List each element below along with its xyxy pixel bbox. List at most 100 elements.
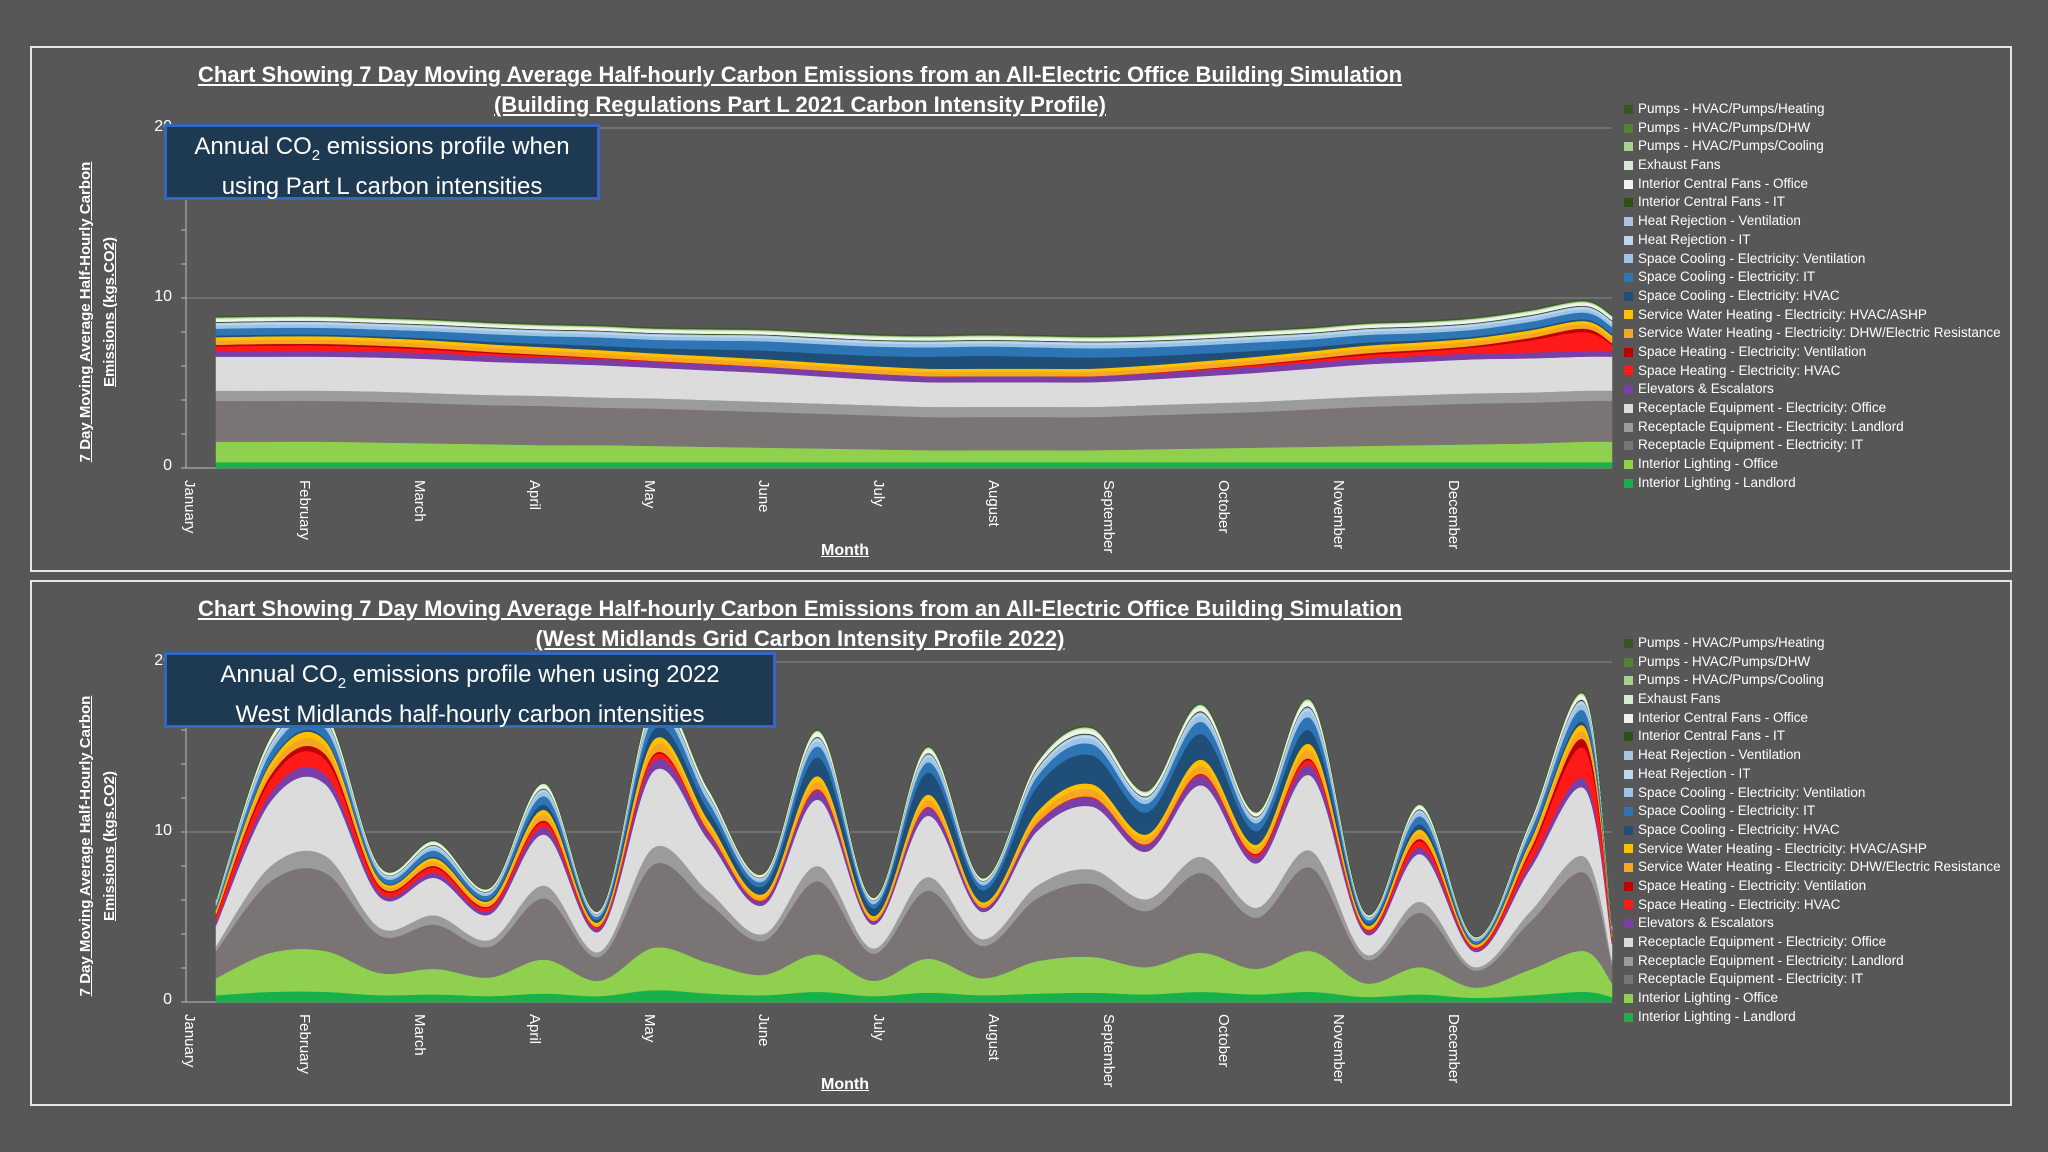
legend-label: Space Heating - Electricity: HVAC	[1638, 362, 1841, 378]
y-tick-label: 10	[154, 822, 172, 839]
legend-label: Space Cooling - Electricity: IT	[1638, 803, 1816, 819]
x-tick-label: January	[181, 480, 198, 534]
legend-label: Space Cooling - Electricity: IT	[1638, 269, 1816, 285]
legend-item: Interior Central Fans - IT	[1624, 193, 2001, 212]
legend-label: Receptacle Equipment - Electricity: Land…	[1638, 952, 1904, 968]
legend-swatch	[1624, 638, 1633, 648]
legend-item: Space Cooling - Electricity: IT	[1624, 268, 2001, 287]
legend-item: Exhaust Fans	[1624, 156, 2001, 175]
x-tick-label: April	[525, 480, 543, 511]
x-axis-label: Month	[821, 1076, 869, 1093]
x-tick-label: April	[525, 1014, 543, 1045]
x-tick-label: July	[870, 1014, 888, 1041]
legend-swatch	[1624, 254, 1633, 264]
legend-item: Interior Lighting - Landlord	[1624, 474, 2001, 493]
legend-label: Space Cooling - Electricity: HVAC	[1638, 287, 1840, 303]
annotation-subscript: 2	[311, 146, 321, 164]
legend-label: Heat Rejection - Ventilation	[1638, 213, 1801, 229]
legend-label: Exhaust Fans	[1638, 157, 1721, 173]
legend-item: Space Cooling - Electricity: IT	[1624, 802, 2001, 821]
legend-label: Service Water Heating - Electricity: HVA…	[1638, 306, 1927, 322]
y-tick-label: 10	[154, 288, 172, 305]
legend-swatch	[1624, 366, 1633, 376]
legend-label: Pumps - HVAC/Pumps/DHW	[1638, 653, 1811, 669]
chart-panel-west-midlands: Chart Showing 7 Day Moving Average Half-…	[30, 580, 2012, 1106]
legend-label: Exhaust Fans	[1638, 691, 1721, 707]
legend-swatch	[1624, 160, 1633, 170]
x-tick-label: March	[410, 480, 428, 522]
legend-label: Heat Rejection - IT	[1638, 765, 1751, 781]
legend-label: Receptacle Equipment - Electricity: IT	[1638, 437, 1864, 453]
annotation-subscript: 2	[337, 674, 347, 692]
legend-item: Pumps - HVAC/Pumps/DHW	[1624, 653, 2001, 672]
legend-label: Pumps - HVAC/Pumps/Heating	[1638, 101, 1825, 116]
legend-label: Pumps - HVAC/Pumps/Heating	[1638, 635, 1825, 650]
chart-title-line2: (West Midlands Grid Carbon Intensity Pro…	[535, 626, 1065, 651]
legend-item: Service Water Heating - Electricity: DHW…	[1624, 858, 2001, 877]
legend-item: Interior Lighting - Landlord	[1624, 1008, 2001, 1027]
legend-label: Interior Central Fans - IT	[1638, 194, 1786, 210]
legend-item: Interior Lighting - Office	[1624, 989, 2001, 1008]
legend-swatch	[1624, 956, 1633, 966]
annotation-box: Annual CO2 emissions profile when using …	[164, 652, 776, 728]
legend-label: Interior Central Fans - Office	[1638, 175, 1809, 191]
legend-item: Receptacle Equipment - Electricity: IT	[1624, 436, 2001, 455]
legend-item: Elevators & Escalators	[1624, 914, 2001, 933]
legend-label: Pumps - HVAC/Pumps/Cooling	[1638, 138, 1824, 154]
area-series-interior-lighting-landlord	[215, 461, 1613, 469]
legend-label: Receptacle Equipment - Electricity: IT	[1638, 971, 1864, 987]
legend-swatch	[1624, 713, 1633, 723]
x-tick-label: March	[410, 1014, 428, 1056]
chart-panel-part-l: Chart Showing 7 Day Moving Average Half-…	[30, 46, 2012, 572]
x-tick-label: August	[985, 480, 1003, 527]
legend-item: Service Water Heating - Electricity: DHW…	[1624, 324, 2001, 343]
legend-label: Service Water Heating - Electricity: DHW…	[1638, 325, 2001, 341]
legend-swatch	[1624, 676, 1633, 686]
plot-area	[181, 127, 1613, 469]
legend: Pumps - HVAC/Pumps/Heating Pumps - HVAC/P…	[1624, 634, 2001, 1026]
x-tick-label: December	[1444, 480, 1462, 550]
legend-swatch	[1624, 694, 1633, 704]
legend-swatch	[1624, 123, 1633, 133]
x-axis-label: Month	[821, 542, 869, 559]
legend-item: Pumps - HVAC/Pumps/Heating	[1624, 100, 2001, 119]
legend-item: Space Cooling - Electricity: Ventilation	[1624, 784, 2001, 803]
legend-item: Receptacle Equipment - Electricity: IT	[1624, 970, 2001, 989]
legend-item: Heat Rejection - IT	[1624, 231, 2001, 250]
legend-item: Space Cooling - Electricity: HVAC	[1624, 287, 2001, 306]
legend-label: Interior Central Fans - IT	[1638, 728, 1786, 744]
annotation-text: West Midlands half-hourly carbon intensi…	[235, 700, 705, 728]
legend-swatch	[1624, 993, 1633, 1003]
legend-swatch	[1624, 235, 1633, 245]
x-tick-label: July	[870, 480, 888, 507]
annotation-text: Annual CO	[194, 133, 312, 160]
y-tick-label: 0	[163, 457, 172, 474]
legend: Pumps - HVAC/Pumps/Heating Pumps - HVAC/P…	[1624, 100, 2001, 492]
legend-swatch	[1624, 788, 1633, 798]
legend-swatch	[1624, 900, 1633, 910]
legend-swatch	[1624, 825, 1633, 835]
legend-label: Elevators & Escalators	[1638, 381, 1774, 397]
y-axis-label: 7 Day Moving Average Half-Hourly Carbon …	[77, 161, 118, 463]
legend-label: Service Water Heating - Electricity: DHW…	[1638, 859, 2001, 875]
x-tick-label: November	[1329, 1014, 1347, 1084]
legend-item: Space Cooling - Electricity: Ventilation	[1624, 250, 2001, 269]
legend-item: Receptacle Equipment - Electricity: Offi…	[1624, 399, 2001, 418]
legend-swatch	[1624, 441, 1633, 451]
legend-swatch	[1624, 273, 1633, 283]
x-tick-label: January	[181, 1014, 198, 1068]
legend-item: Pumps - HVAC/Pumps/Heating	[1624, 634, 2001, 653]
legend-swatch	[1624, 769, 1633, 779]
legend-swatch	[1624, 291, 1633, 301]
legend-label: Pumps - HVAC/Pumps/DHW	[1638, 119, 1811, 135]
annotation-text: emissions profile when	[320, 133, 570, 160]
legend-label: Space Cooling - Electricity: Ventilation	[1638, 784, 1866, 800]
chart-title-line1: Chart Showing 7 Day Moving Average Half-…	[197, 596, 1403, 621]
legend-item: Receptacle Equipment - Electricity: Offi…	[1624, 933, 2001, 952]
area-series-pumps-hvac-pumps-heating	[215, 691, 1613, 938]
legend-swatch	[1624, 422, 1633, 432]
legend-item: Interior Central Fans - Office	[1624, 175, 2001, 194]
legend-swatch	[1624, 403, 1633, 413]
legend-item: Receptacle Equipment - Electricity: Land…	[1624, 952, 2001, 971]
legend-item: Elevators & Escalators	[1624, 380, 2001, 399]
